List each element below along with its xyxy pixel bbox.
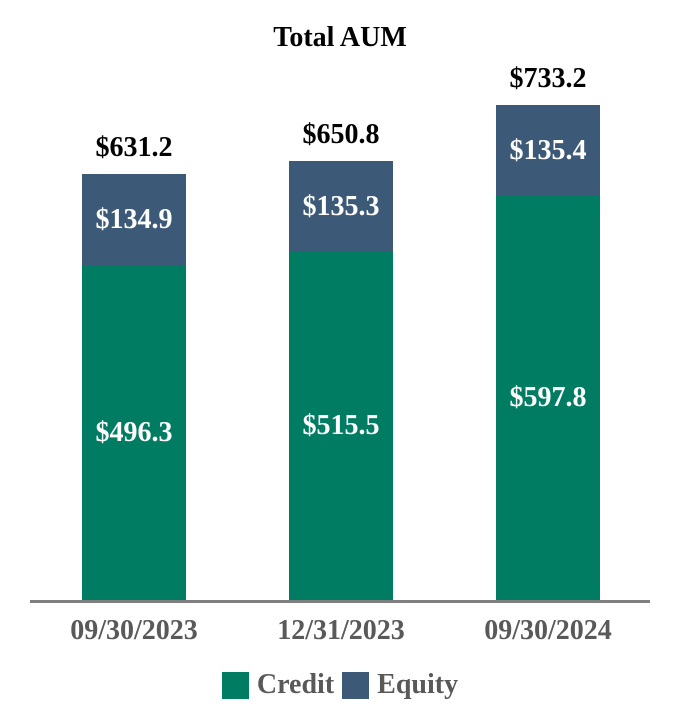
legend-label: Credit [256, 669, 335, 700]
bar-total-label: $733.2 [509, 63, 587, 94]
legend: Credit Equity [0, 671, 680, 699]
bar-total-label: $631.2 [95, 132, 173, 163]
bar-segment-equity: $134.9 [82, 174, 186, 265]
legend-label: Equity [377, 669, 459, 700]
bar-column: $650.8 $135.3 $515.5 [289, 121, 393, 600]
bar-segment-credit: $496.3 [82, 265, 186, 600]
bar-segment-equity: $135.3 [289, 161, 393, 252]
bar-column: $733.2 $135.4 $597.8 [496, 65, 600, 600]
segment-value-label: $597.8 [509, 382, 587, 413]
segment-value-label: $515.5 [302, 410, 380, 441]
legend-swatch-equity [342, 671, 370, 699]
legend-item-credit: Credit [221, 669, 335, 700]
x-axis-label: 12/31/2023 [277, 615, 405, 646]
x-axis-line [30, 600, 650, 603]
x-axis-label: 09/30/2023 [70, 615, 198, 646]
bar-column: $631.2 $134.9 $496.3 [82, 134, 186, 600]
bar-segment-credit: $597.8 [496, 196, 600, 600]
bar-segment-credit: $515.5 [289, 252, 393, 600]
bar-segment-equity: $135.4 [496, 105, 600, 196]
bar-total-label: $650.8 [302, 119, 380, 150]
plot-area: $631.2 $134.9 $496.3 $650.8 $135.3 $515.5 $733… [30, 0, 650, 603]
segment-value-label: $135.3 [302, 190, 380, 222]
chart-title: Total AUM [273, 22, 407, 53]
legend-item-equity: Equity [342, 671, 458, 699]
segment-value-label: $135.4 [509, 134, 587, 166]
legend-swatch-credit [221, 671, 249, 699]
segment-value-label: $134.9 [95, 203, 173, 235]
segment-value-label: $496.3 [95, 416, 173, 448]
x-axis-label: 09/30/2024 [484, 615, 612, 646]
